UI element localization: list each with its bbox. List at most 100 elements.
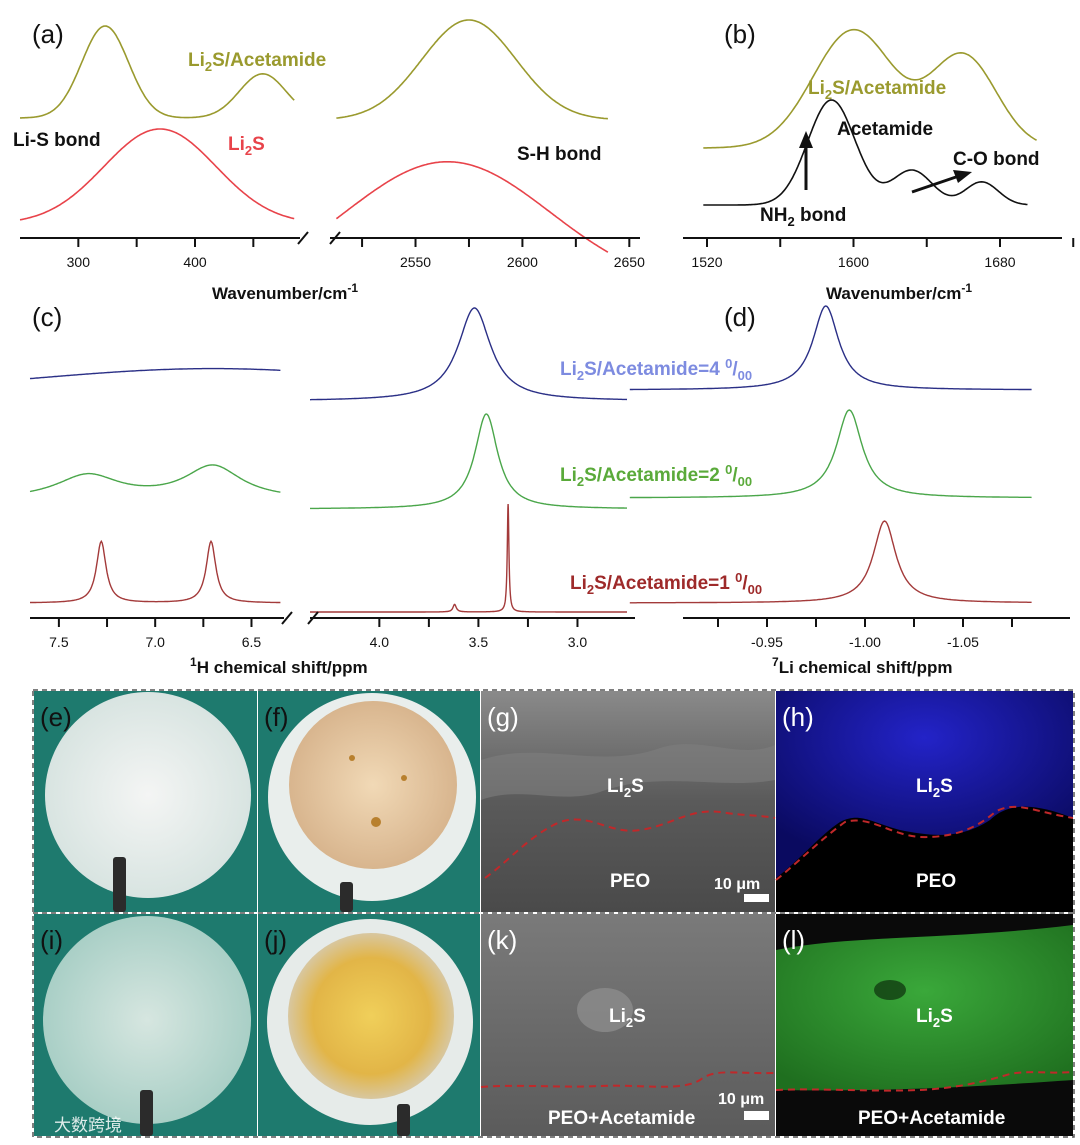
tspan: S: [633, 1006, 646, 1027]
tick-a-2550-label: 2550: [400, 254, 431, 270]
label-li-s-bond: Li-S bond: [13, 130, 101, 151]
tspan: 00: [738, 368, 752, 383]
eds-h-boundary: [775, 805, 1074, 881]
tspan: 00: [748, 582, 762, 597]
xlabel-a: Wavenumber/cm-1: [212, 281, 358, 303]
series-d-2: [629, 520, 1032, 604]
sem-g-li2s: Li2S: [607, 776, 644, 800]
label-ratio-1: Li2S/Acetamide=1 0/00: [570, 570, 762, 597]
panel-label-c: (c): [32, 302, 62, 332]
tick-a-400-label: 400: [183, 254, 207, 270]
tspan: Li: [560, 359, 577, 380]
arrow-co-head: [953, 170, 972, 183]
axis-break-a-right: [329, 231, 341, 245]
tspan: Li: [916, 776, 933, 797]
series-a-li2s-left: [19, 128, 295, 221]
xlabel-b: Wavenumber/cm-1: [826, 281, 972, 303]
photo-i: (i): [34, 914, 257, 1136]
tspan: /: [732, 359, 738, 380]
tspan: Li: [916, 1006, 933, 1027]
tspan: NH: [760, 205, 787, 226]
eds-l-void: [874, 980, 906, 1000]
sem-g-texture: [481, 744, 775, 800]
series-c-right-2: [310, 503, 627, 613]
eds-h-signal: [776, 691, 1073, 878]
sem-k-bg: [481, 914, 775, 1136]
series-b-acetamide: [703, 99, 1028, 206]
tick-b-1600-label: 1600: [838, 254, 869, 270]
panel-b: (b) 1520 1600 1680 Wavenumber/cm-1 Li2S/Ac…: [683, 19, 1075, 303]
tspan: S/Acetamide: [212, 50, 326, 71]
tspan: Li: [228, 134, 245, 155]
panel-c-ticks: 7.5 7.0 6.5 4.0 3.5 3.0: [49, 618, 587, 650]
panel-b-curves: [703, 28, 1037, 206]
tspan: 2: [587, 582, 594, 597]
tick-c-7-label: 7.0: [145, 634, 165, 650]
tspan: Li: [570, 573, 587, 594]
series-b-li2s-acetamide: [703, 28, 1037, 149]
panel-label-g: (g): [487, 702, 519, 732]
series-a-li2s-right: [335, 161, 609, 253]
axis-break-a-left: [297, 231, 309, 245]
panel-label-i: (i): [40, 925, 63, 955]
tspan: S: [940, 776, 953, 797]
tspan: S: [940, 1006, 953, 1027]
series-c-left-0: [29, 367, 281, 380]
label-li2s: Li2S: [228, 134, 265, 158]
eds-l: Li2S PEO+Acetamide (l): [775, 914, 1074, 1136]
panel-label-f: (f): [264, 702, 289, 732]
panel-label-e: (e): [40, 702, 72, 732]
tspan: Li chemical shift/ppm: [779, 658, 953, 677]
tick-c-4-label: 4.0: [370, 634, 390, 650]
tweezer-f: [340, 882, 353, 912]
sem-k-li2s: Li2S: [609, 1006, 646, 1030]
tweezer-i: [140, 1090, 153, 1136]
series-a-li2s-acetamide-left: [20, 25, 295, 119]
sem-k-scale-label: 10 μm: [718, 1091, 764, 1108]
tick-d--1-label: -1.00: [849, 634, 881, 650]
sem-g-bg: [481, 691, 775, 912]
label-nh2-bond: NH2 bond: [760, 205, 846, 229]
photo-f-spot: [371, 817, 381, 827]
eds-h-li2s: Li2S: [916, 776, 953, 800]
xlabel-a-sup: -1: [347, 281, 358, 295]
tspan: Li: [560, 465, 577, 486]
panel-c: (c) 7.5 7.0 6.5 4.0 3.5 3.0 1H chemical shift…: [29, 302, 762, 677]
tweezer-e: [113, 857, 126, 912]
tspan: bond: [795, 205, 847, 226]
series-c-left-2: [30, 539, 281, 604]
panel-a-ticks: 300 400 2550 2600 2650: [67, 238, 645, 270]
tspan: 2: [787, 214, 794, 229]
axis-break-c-left: [281, 611, 293, 625]
tspan: 0: [725, 356, 732, 371]
photo-j-disc: [288, 933, 454, 1099]
tspan: Wavenumber/cm: [826, 284, 961, 303]
tick-c-7.5-label: 7.5: [49, 634, 69, 650]
panel-b-ticks: 1520 1600 1680: [691, 238, 1075, 270]
sem-k-boundary: [480, 1071, 776, 1088]
tspan: 2: [933, 1015, 940, 1030]
tspan: Li: [188, 50, 205, 71]
tick-c-3-label: 3.0: [568, 634, 588, 650]
eds-l-li2s: Li2S: [916, 1006, 953, 1030]
photo-e-disc: [45, 692, 251, 898]
photo-f: (f): [258, 691, 480, 912]
tspan: 2: [825, 87, 832, 102]
series-c-right-1: [310, 413, 627, 510]
panel-label-d: (d): [724, 302, 756, 332]
sem-k: Li2S PEO+Acetamide 10 μm (k): [480, 914, 776, 1136]
tspan: Li: [609, 1006, 626, 1027]
tspan: -1: [961, 281, 972, 295]
label-ratio-2: Li2S/Acetamide=2 0/00: [560, 462, 752, 489]
image-grid: (e) (f) Li2S PEO 10 μm (g): [32, 689, 1075, 1138]
tspan: 0: [735, 570, 742, 585]
tick-d--1.05-label: -1.05: [947, 634, 979, 650]
tspan: 2: [205, 59, 212, 74]
label-s-h-bond: S-H bond: [517, 144, 601, 165]
panel-label-a: (a): [32, 19, 64, 49]
tick-b-1680-label: 1680: [984, 254, 1015, 270]
tspan: 1: [190, 655, 197, 669]
label-li2s-acetamide-a: Li2S/Acetamide: [188, 50, 326, 74]
tspan: S/Acetamide=2: [584, 465, 725, 486]
